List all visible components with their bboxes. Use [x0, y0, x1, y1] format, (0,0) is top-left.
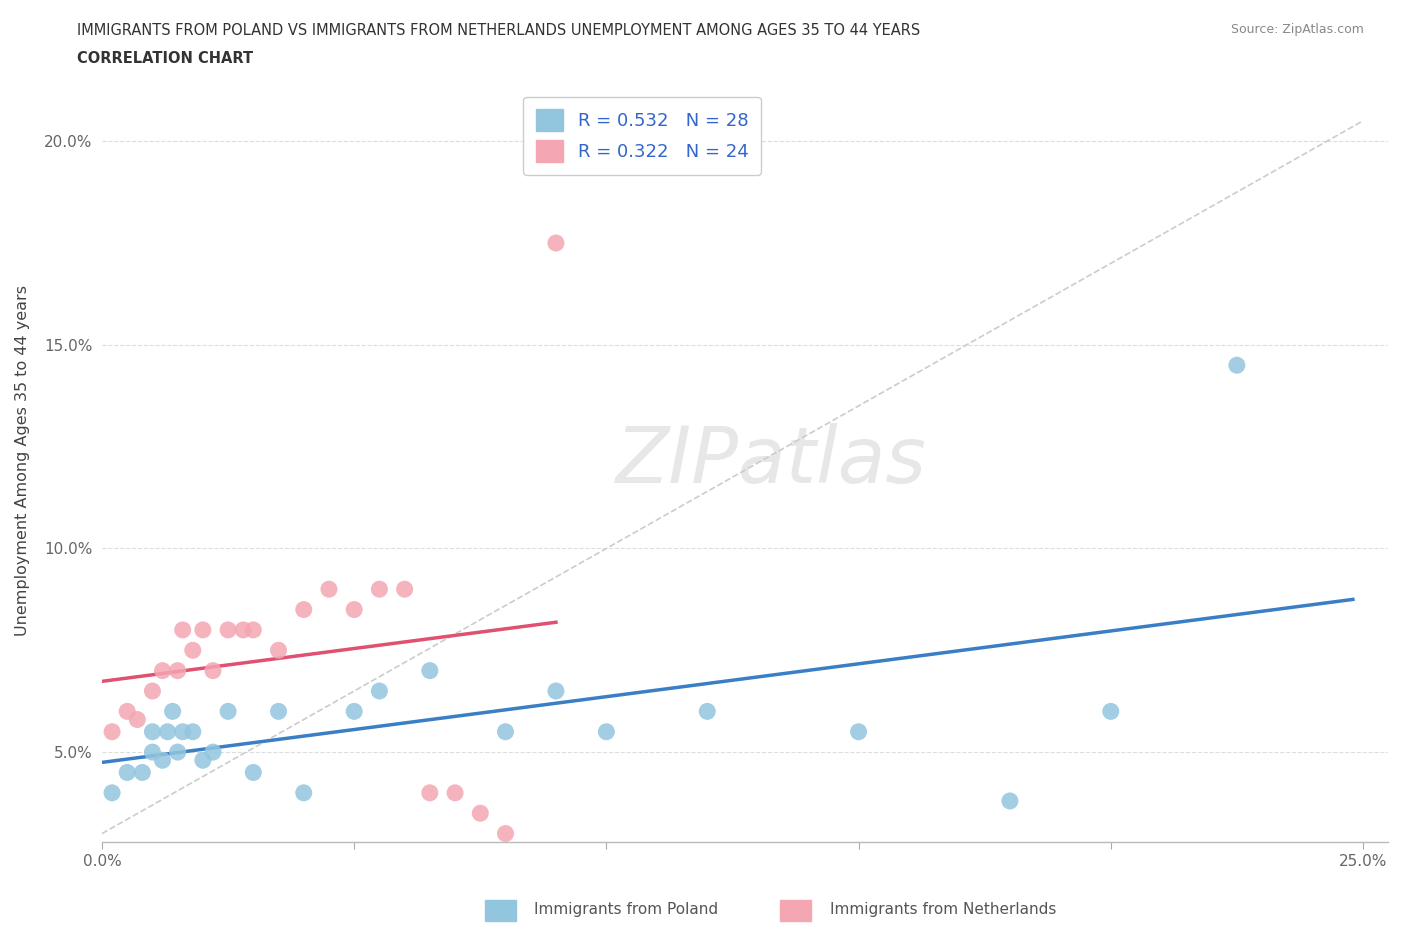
Point: [292, 602, 315, 617]
Point: [101, 785, 124, 800]
Text: CORRELATION CHART: CORRELATION CHART: [77, 51, 253, 66]
Point: [267, 643, 290, 658]
Point: [115, 704, 138, 719]
Point: [152, 752, 174, 767]
Point: [181, 724, 204, 739]
Point: [166, 663, 188, 678]
Text: Immigrants from Netherlands: Immigrants from Netherlands: [830, 902, 1056, 917]
Point: [242, 765, 264, 780]
Point: [998, 793, 1021, 808]
Point: [242, 622, 264, 637]
Point: [1226, 358, 1249, 373]
Point: [1099, 704, 1122, 719]
Point: [181, 643, 204, 658]
Point: [394, 582, 416, 597]
Point: [848, 724, 870, 739]
Point: [217, 622, 239, 637]
Point: [201, 663, 224, 678]
Point: [217, 704, 239, 719]
Point: [191, 752, 214, 767]
Legend: R = 0.532   N = 28, R = 0.322   N = 24: R = 0.532 N = 28, R = 0.322 N = 24: [523, 97, 761, 175]
Text: ZIP​atlas: ZIP​atlas: [616, 423, 927, 498]
Point: [495, 826, 517, 841]
Text: IMMIGRANTS FROM POLAND VS IMMIGRANTS FROM NETHERLANDS UNEMPLOYMENT AMONG AGES 35: IMMIGRANTS FROM POLAND VS IMMIGRANTS FRO…: [77, 23, 921, 38]
Point: [343, 602, 366, 617]
Point: [201, 745, 224, 760]
Point: [292, 785, 315, 800]
Point: [172, 622, 194, 637]
Y-axis label: Unemployment Among Ages 35 to 44 years: Unemployment Among Ages 35 to 44 years: [15, 286, 30, 636]
Point: [470, 805, 492, 820]
Point: [156, 724, 179, 739]
Point: [127, 712, 149, 727]
Point: [162, 704, 184, 719]
Point: [141, 684, 163, 698]
Point: [166, 745, 188, 760]
Point: [368, 684, 391, 698]
Point: [232, 622, 254, 637]
Point: [101, 724, 124, 739]
Point: [343, 704, 366, 719]
Point: [172, 724, 194, 739]
Text: Immigrants from Poland: Immigrants from Poland: [534, 902, 718, 917]
Point: [544, 684, 567, 698]
Point: [495, 724, 517, 739]
Point: [131, 765, 153, 780]
Point: [318, 582, 340, 597]
Point: [696, 704, 718, 719]
Point: [595, 724, 617, 739]
Point: [191, 622, 214, 637]
Point: [267, 704, 290, 719]
Point: [419, 785, 441, 800]
Point: [444, 785, 467, 800]
Point: [368, 582, 391, 597]
Point: [141, 745, 163, 760]
Point: [419, 663, 441, 678]
Point: [141, 724, 163, 739]
Point: [152, 663, 174, 678]
Text: Source: ZipAtlas.com: Source: ZipAtlas.com: [1230, 23, 1364, 36]
Point: [544, 235, 567, 250]
Point: [115, 765, 138, 780]
